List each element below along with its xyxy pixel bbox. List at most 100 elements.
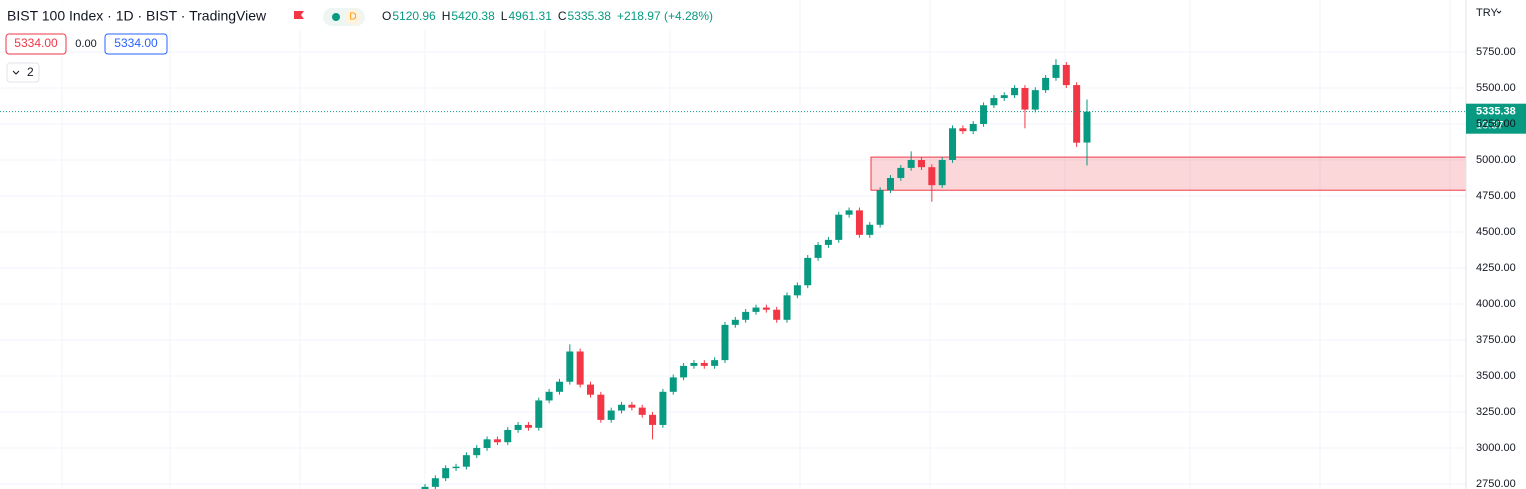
ohlc-label: O bbox=[382, 9, 391, 23]
last-price-box bbox=[1466, 103, 1526, 134]
badge-bg bbox=[345, 9, 361, 25]
candle-body bbox=[783, 295, 791, 320]
interval-badge: D bbox=[349, 12, 356, 23]
candle-body bbox=[711, 360, 719, 366]
candle-body bbox=[1042, 77, 1050, 91]
title: BIST 100 Index · 1D · BIST · TradingView bbox=[7, 8, 267, 24]
candle-body bbox=[866, 224, 874, 235]
candle-body bbox=[804, 257, 812, 286]
candle-body bbox=[928, 167, 936, 186]
candle-body bbox=[855, 210, 863, 235]
candle-body bbox=[1083, 111, 1091, 143]
ohlc-value: 4961.31 bbox=[508, 9, 552, 23]
y-tick-label: 3500.00 bbox=[1476, 370, 1516, 382]
flag bbox=[294, 11, 304, 19]
candle-body bbox=[949, 128, 957, 160]
candle-body bbox=[835, 214, 843, 240]
candle-body bbox=[1062, 64, 1070, 86]
candle-body bbox=[876, 190, 884, 225]
candle-body bbox=[649, 414, 657, 425]
candle-body bbox=[555, 381, 563, 392]
currency[interactable]: TRY bbox=[1476, 7, 1498, 19]
candle-body bbox=[731, 319, 739, 325]
status-dot bbox=[332, 13, 340, 21]
change: +218.97 (+4.28%) bbox=[617, 9, 713, 23]
indicators-count: 2 bbox=[27, 65, 34, 79]
ohlc-value: 5120.96 bbox=[392, 9, 436, 23]
y-tick-label: 4500.00 bbox=[1476, 226, 1516, 238]
candle-body bbox=[607, 410, 615, 420]
candle-body bbox=[576, 351, 584, 385]
sell-box[interactable] bbox=[5, 33, 67, 55]
candle-body bbox=[773, 309, 781, 320]
y-tick-label: 5000.00 bbox=[1476, 154, 1516, 166]
candle-body bbox=[1011, 87, 1019, 96]
buy-price: 5334.00 bbox=[114, 36, 158, 50]
candle-body bbox=[514, 424, 522, 430]
y-tick-label: 3000.00 bbox=[1476, 442, 1516, 454]
candle-body bbox=[493, 439, 501, 443]
candle-body bbox=[638, 407, 646, 415]
candle-body bbox=[762, 307, 770, 310]
y-tick-label: 5750.00 bbox=[1476, 46, 1516, 58]
candle-body bbox=[980, 105, 988, 124]
countdown: 10:37 bbox=[1476, 120, 1504, 132]
candle-body bbox=[587, 384, 594, 395]
candle-body bbox=[669, 377, 677, 392]
ohlc-value: 5335.38 bbox=[568, 9, 612, 23]
candle-body bbox=[473, 447, 481, 456]
candle-body bbox=[918, 159, 925, 168]
candle-body bbox=[680, 365, 688, 378]
candle-body bbox=[897, 167, 905, 178]
ohlc-label: H bbox=[442, 9, 451, 23]
spread: 0.00 bbox=[75, 38, 96, 50]
candle-body bbox=[742, 311, 750, 320]
candle-body bbox=[886, 177, 894, 191]
y-tick-label: 5250.00 bbox=[1476, 118, 1516, 130]
candle-body bbox=[431, 478, 439, 487]
header-bg bbox=[0, 0, 730, 30]
candle-body bbox=[907, 159, 915, 168]
candle-body bbox=[1021, 87, 1029, 110]
candle-body bbox=[824, 239, 832, 245]
candle-body bbox=[969, 123, 977, 132]
zone bbox=[870, 156, 1467, 191]
y-tick-label: 3250.00 bbox=[1476, 406, 1516, 418]
candle-body bbox=[938, 159, 946, 186]
candle-body bbox=[1073, 85, 1081, 143]
candle-body bbox=[1052, 64, 1060, 78]
candle-body bbox=[452, 466, 460, 469]
sell-price: 5334.00 bbox=[14, 36, 58, 50]
y-tick-label: 4000.00 bbox=[1476, 298, 1516, 310]
y-tick-label: 3750.00 bbox=[1476, 334, 1516, 346]
y-tick-label: 4250.00 bbox=[1476, 262, 1516, 274]
candle-body bbox=[421, 486, 429, 489]
candle-body bbox=[566, 351, 574, 382]
candle-body bbox=[700, 363, 708, 366]
chevron bbox=[12, 70, 20, 75]
y-tick-label: 2750.00 bbox=[1476, 478, 1516, 489]
candle-body bbox=[690, 363, 698, 366]
candle-body bbox=[618, 404, 626, 411]
candle-body bbox=[959, 128, 967, 132]
candle-body bbox=[535, 400, 543, 428]
candle-body bbox=[793, 285, 801, 296]
candle-body bbox=[462, 455, 470, 467]
candle-body bbox=[1000, 95, 1008, 99]
last-price-label: 5335.38 bbox=[1476, 106, 1516, 118]
candle-body bbox=[659, 391, 667, 425]
candle-body bbox=[990, 98, 998, 106]
candle-body bbox=[504, 429, 512, 443]
indicator-toggle[interactable] bbox=[6, 62, 40, 83]
ohlc-value: 5420.38 bbox=[451, 9, 495, 23]
y-tick-label: 5500.00 bbox=[1476, 82, 1516, 94]
candle-body bbox=[845, 210, 853, 215]
buy-box[interactable] bbox=[104, 33, 168, 55]
y-tick-label: 4750.00 bbox=[1476, 190, 1516, 202]
candle-body bbox=[524, 424, 532, 428]
ohlc-label: C bbox=[558, 9, 567, 23]
candle-body bbox=[814, 244, 822, 258]
candle-body bbox=[483, 439, 491, 448]
